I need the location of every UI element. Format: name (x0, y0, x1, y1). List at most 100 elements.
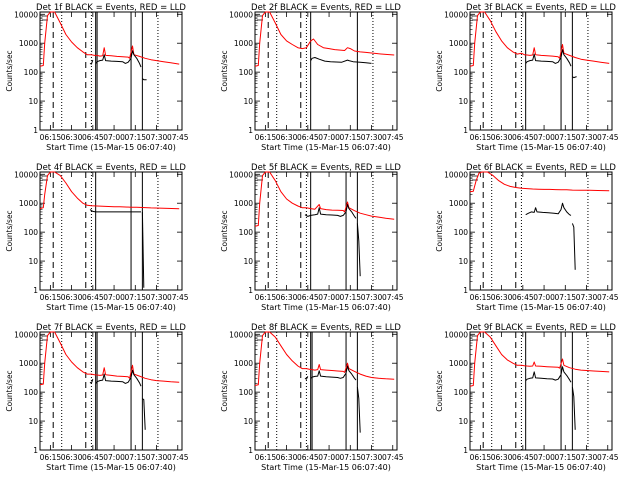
y-tick-label: 1 (33, 286, 38, 295)
x-tick-label: 07:15 (124, 133, 146, 142)
y-tick-label: 1 (248, 126, 253, 135)
x-tick-label: 07:30 (361, 133, 383, 142)
y-tick-label: 1 (463, 126, 468, 135)
events-series-line (304, 204, 357, 219)
x-tick-label: 07:15 (124, 453, 146, 462)
x-tick-label: 07:00 (318, 453, 340, 462)
lld-series-line (469, 331, 610, 387)
y-tick-label: 100 (24, 388, 39, 397)
x-tick-label: 07:15 (554, 453, 576, 462)
y-tick-label: 1000 (234, 39, 253, 48)
x-tick-label: 07:30 (576, 293, 598, 302)
x-axis-label: Start Time (15-Mar-15 06:07:40) (261, 463, 391, 472)
detector-panel-7: Det 7f BLACK = Events, RED = LLD 1 10 100 10… (5, 323, 189, 472)
legend-mark (472, 175, 478, 181)
x-tick-label: 07:45 (382, 133, 404, 142)
lld-series-line (254, 331, 395, 386)
x-axis-label: Start Time (15-Mar-15 06:07:40) (46, 143, 176, 152)
x-tick-label: 06:15 (40, 133, 62, 142)
x-tick-label: 06:45 (512, 293, 534, 302)
x-tick-label: 07:30 (576, 453, 598, 462)
x-tick-label: 07:15 (339, 293, 361, 302)
y-tick-label: 1000 (449, 39, 468, 48)
x-tick-label: 07:15 (339, 453, 361, 462)
x-tick-label: 06:15 (470, 133, 492, 142)
plot-frame (254, 11, 398, 131)
panel-title: Det 8f BLACK = Events, RED = LLD (251, 323, 401, 333)
y-axis-label: Counts/sec (435, 210, 444, 251)
x-axis-label: Start Time (15-Mar-15 06:07:40) (261, 303, 391, 312)
y-tick-label: 10 (28, 417, 38, 426)
x-tick-label: 06:30 (491, 133, 513, 142)
y-tick-label: 10 (28, 97, 38, 106)
x-tick-label: 06:15 (255, 293, 277, 302)
events-series-line (89, 209, 141, 213)
events-series-line (95, 50, 142, 68)
panel-title: Det 5f BLACK = Events, RED = LLD (251, 163, 401, 173)
events-series-line (142, 398, 146, 430)
detector-panel-9: Det 9f BLACK = Events, RED = LLD 1 10 100 10… (435, 323, 619, 472)
panel-title: Det 3f BLACK = Events, RED = LLD (466, 3, 616, 13)
x-tick-label: 07:30 (146, 133, 168, 142)
x-tick-label: 06:30 (61, 133, 83, 142)
events-series-line (525, 366, 572, 383)
y-tick-label: 10 (458, 257, 468, 266)
x-tick-label: 06:30 (61, 453, 83, 462)
detector-panel-8: Det 8f BLACK = Events, RED = LLD 1 10 100 10… (220, 323, 404, 472)
x-tick-label: 06:45 (512, 453, 534, 462)
x-tick-label: 06:30 (276, 453, 298, 462)
y-tick-label: 1000 (449, 199, 468, 208)
y-tick-label: 1000 (449, 359, 468, 368)
detector-panel-4: Det 4f BLACK = Events, RED = LLD 1 10 100 10… (5, 163, 189, 312)
y-tick-label: 10 (243, 97, 253, 106)
x-tick-label: 07:15 (554, 133, 576, 142)
y-tick-label: 100 (239, 228, 254, 237)
y-axis-label: Counts/sec (435, 50, 444, 91)
panel-title: Det 1f BLACK = Events, RED = LLD (36, 3, 186, 13)
plot-frame (254, 171, 398, 291)
y-tick-label: 10000 (444, 170, 468, 179)
y-tick-label: 10000 (229, 170, 253, 179)
lld-series-line (39, 331, 180, 386)
x-tick-label: 06:45 (82, 453, 104, 462)
x-tick-label: 06:30 (61, 293, 83, 302)
events-series-line (572, 76, 577, 79)
y-tick-label: 100 (454, 228, 469, 237)
y-tick-label: 100 (24, 68, 39, 77)
x-axis-label: Start Time (15-Mar-15 06:07:40) (46, 303, 176, 312)
plot-frame (39, 11, 183, 131)
x-tick-label: 06:15 (255, 133, 277, 142)
x-axis-label: Start Time (15-Mar-15 06:07:40) (476, 463, 606, 472)
y-tick-label: 10 (243, 417, 253, 426)
y-tick-label: 1 (248, 286, 253, 295)
y-axis-label: Counts/sec (435, 370, 444, 411)
panel-title: Det 2f BLACK = Events, RED = LLD (251, 3, 401, 13)
y-axis-label: Counts/sec (220, 210, 229, 251)
x-axis-label: Start Time (15-Mar-15 06:07:40) (261, 143, 391, 152)
x-tick-label: 07:30 (361, 453, 383, 462)
y-tick-label: 100 (239, 388, 254, 397)
y-tick-label: 10000 (444, 10, 468, 19)
y-tick-label: 10 (458, 97, 468, 106)
detector-panel-1: Det 1f BLACK = Events, RED = LLD 1 10 100 10… (5, 3, 189, 152)
x-tick-label: 06:45 (82, 133, 104, 142)
x-tick-label: 06:30 (276, 293, 298, 302)
events-series-line (89, 379, 94, 384)
events-series-line (571, 387, 576, 430)
x-tick-label: 07:45 (167, 293, 189, 302)
y-tick-label: 10 (243, 257, 253, 266)
y-tick-label: 1 (33, 446, 38, 455)
y-axis-label: Counts/sec (5, 370, 14, 411)
y-tick-label: 10000 (229, 330, 253, 339)
x-tick-label: 06:45 (297, 293, 319, 302)
x-tick-label: 07:45 (597, 293, 619, 302)
y-tick-label: 10000 (14, 170, 38, 179)
y-tick-label: 1000 (19, 39, 38, 48)
y-axis-label: Counts/sec (5, 50, 14, 91)
y-tick-label: 10000 (444, 330, 468, 339)
y-tick-label: 10000 (14, 330, 38, 339)
x-tick-label: 06:15 (40, 293, 62, 302)
events-series-line (310, 365, 357, 381)
x-tick-label: 06:15 (255, 453, 277, 462)
